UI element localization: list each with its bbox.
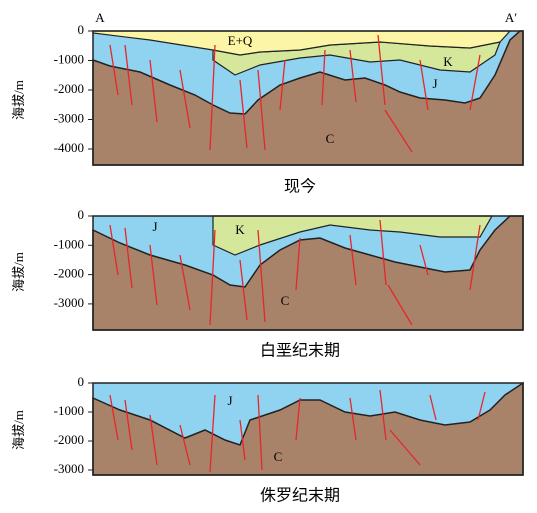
y-axis-label: 海拔/m: [11, 80, 26, 120]
caption: 白垩纪末期: [260, 342, 340, 360]
unit-label: C: [326, 131, 335, 146]
unit-label: K: [443, 54, 453, 69]
y-tick-label: -2000: [54, 81, 84, 96]
caption: 侏罗纪末期: [260, 487, 340, 505]
y-tick-label: -1000: [54, 403, 84, 418]
unit-label: A′: [505, 10, 517, 25]
y-axis-label: 海拔/m: [11, 410, 26, 450]
unit-label: J: [432, 76, 437, 91]
y-tick-label: 0: [78, 22, 85, 37]
y-tick-label: -4000: [54, 140, 84, 155]
y-tick-label: 0: [78, 207, 85, 222]
section-now: [93, 31, 523, 165]
y-tick-label: -2000: [54, 432, 84, 447]
unit-label: E+Q: [228, 33, 253, 48]
unit-label: K: [235, 222, 245, 237]
unit-label: C: [274, 449, 283, 464]
y-tick-label: -3000: [54, 295, 84, 310]
caption: 现今: [284, 178, 316, 196]
y-tick-label: -1000: [54, 51, 84, 66]
y-axis-label: 海拔/m: [11, 252, 26, 292]
y-tick-label: -1000: [54, 236, 84, 251]
unit-label: A: [95, 10, 105, 25]
y-tick-label: 0: [78, 374, 85, 389]
unit-label: J: [227, 393, 232, 408]
y-tick-label: -3000: [54, 461, 84, 476]
y-tick-label: -2000: [54, 266, 84, 281]
figure: 0-1000-2000-3000-4000海拔/m现今AA′E+QKJC0-10…: [0, 0, 537, 508]
unit-label: C: [281, 293, 290, 308]
section-jurassic: [93, 383, 523, 475]
unit-label: J: [152, 219, 157, 234]
y-tick-label: -3000: [54, 110, 84, 125]
